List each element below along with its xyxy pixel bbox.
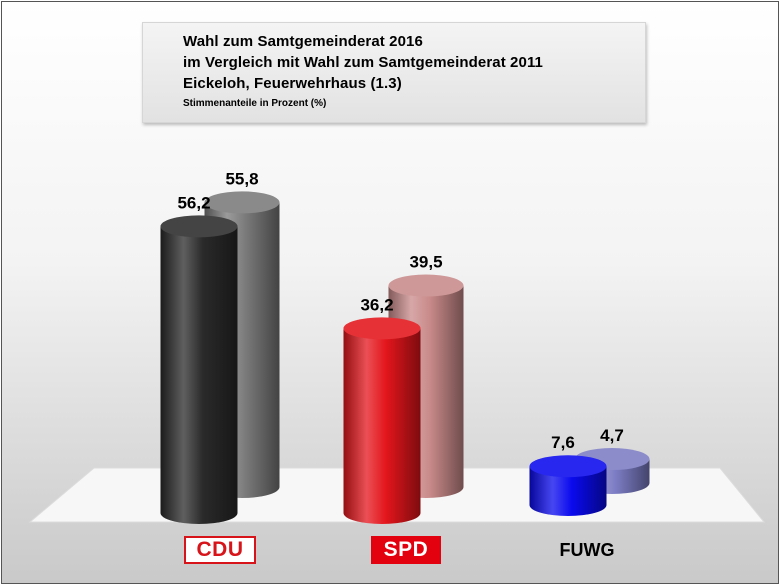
fuwg-label: FUWG bbox=[559, 539, 615, 560]
chart-title-line-3: Eickeloh, Feuerwehrhaus (1.3) bbox=[183, 75, 402, 92]
value-label-fuwg-2016: 7,6 bbox=[551, 433, 575, 452]
bar-cdu-2016 bbox=[160, 215, 238, 524]
chart-title-line-2: im Vergleich mit Wahl zum Samtgemeindera… bbox=[183, 54, 543, 71]
bar-spd-2016 bbox=[343, 317, 421, 524]
bar-group bbox=[160, 191, 650, 524]
spd-logo: SPD bbox=[371, 536, 441, 564]
value-labels: 55,8 56,2 39,5 36,2 4,7 7,6 bbox=[177, 169, 623, 452]
chart-subtitle: Stimmenanteile in Prozent (%) bbox=[183, 98, 327, 109]
value-label-cdu-2011: 55,8 bbox=[225, 169, 258, 188]
value-label-spd-2011: 39,5 bbox=[409, 253, 442, 272]
bar-fuwg-2016 bbox=[529, 455, 607, 517]
title-box: Wahl zum Samtgemeinderat 2016 im Verglei… bbox=[142, 22, 646, 123]
chart-title: Wahl zum Samtgemeinderat 2016 bbox=[183, 33, 423, 50]
value-label-fuwg-2011: 4,7 bbox=[600, 426, 624, 445]
cdu-logo: CDU bbox=[184, 536, 256, 564]
value-label-spd-2016: 36,2 bbox=[360, 295, 393, 314]
value-label-cdu-2016: 56,2 bbox=[177, 193, 210, 212]
